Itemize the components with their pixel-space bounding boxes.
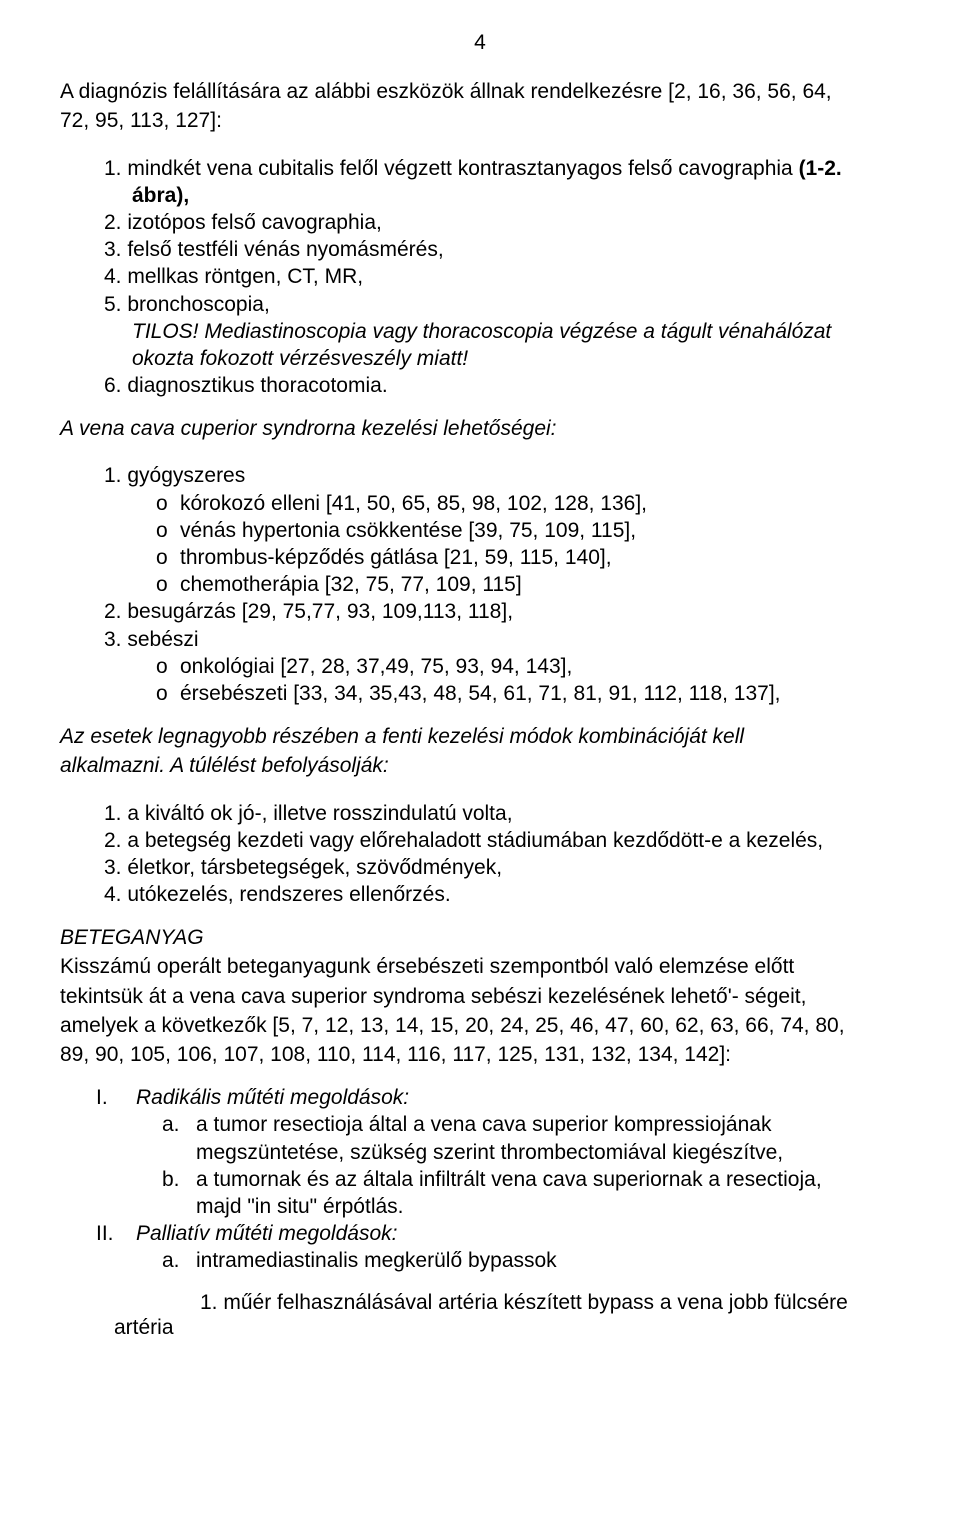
- intro-line1: A diagnózis felállítására az alábbi eszk…: [60, 79, 900, 104]
- roman-1a-cont: megszüntetése, szükség szerint thrombect…: [162, 1140, 900, 1165]
- roman-2a: a.intramediastinalis megkerülő bypassok: [162, 1248, 900, 1273]
- roman-1b: b.a tumornak és az általa infiltrált ven…: [162, 1167, 900, 1192]
- diag-item-4: 4. mellkas röntgen, CT, MR,: [104, 264, 900, 289]
- diag-item-1: 1. mindkét vena cubitalis felől végzett …: [104, 156, 900, 181]
- combo-line2: alkalmazni. A túlélést befolyásolják:: [60, 753, 900, 778]
- surv-3: 3. életkor, társbetegségek, szövődmények…: [104, 855, 900, 880]
- treat-2: 2. besugárzás [29, 75,77, 93, 109,113, 1…: [104, 599, 900, 624]
- beteg-heading: BETEGANYAG: [60, 925, 900, 950]
- survival-list: 1. a kiváltó ok jó-, illetve rosszindula…: [60, 801, 900, 908]
- last-line1: 1. műér felhasználásával artéria készíte…: [60, 1290, 900, 1315]
- roman-1b-cont: majd "in situ" érpótlás.: [162, 1194, 900, 1219]
- diag-item-2: 2. izotópos felső cavographia,: [104, 210, 900, 235]
- diag-item-3: 3. felső testféli vénás nyomásmérés,: [104, 237, 900, 262]
- diagnosis-list: 1. mindkét vena cubitalis felől végzett …: [60, 156, 900, 399]
- surv-1: 1. a kiváltó ok jó-, illetve rosszindula…: [104, 801, 900, 826]
- beteg-p1: Kisszámú operált beteganyagunk érsebésze…: [60, 954, 900, 979]
- surv-4: 4. utókezelés, rendszeres ellenőrzés.: [104, 882, 900, 907]
- treatment-heading: A vena cava cuperior syndrorna kezelési …: [60, 416, 900, 441]
- combo-line1: Az esetek legnagyobb részében a fenti ke…: [60, 724, 900, 749]
- treat-3a: oonkológiai [27, 28, 37,49, 75, 93, 94, …: [156, 654, 900, 679]
- beteg-p2: tekintsük át a vena cava superior syndro…: [60, 984, 900, 1009]
- diag-item-5-warn1: TILOS! Mediastinoscopia vagy thoracoscop…: [104, 319, 900, 344]
- intro-line2: 72, 95, 113, 127]:: [60, 108, 900, 133]
- treatment-list: 1. gyógyszeres okórokozó elleni [41, 50,…: [60, 463, 900, 706]
- roman-1a: a.a tumor resectioja által a vena cava s…: [162, 1112, 900, 1137]
- roman-list: I.Radikális műtéti megoldások: a.a tumor…: [60, 1085, 900, 1273]
- diag-item-5-warn2: okozta fokozott vérzésveszély miatt!: [104, 346, 900, 371]
- diag-item-1-cont: ábra),: [132, 184, 189, 207]
- treat-1b: ovénás hypertonia csökkentése [39, 75, 1…: [156, 518, 900, 543]
- diag-item-5: 5. bronchoscopia,: [104, 292, 900, 317]
- surv-2: 2. a betegség kezdeti vagy előrehaladott…: [104, 828, 900, 853]
- treat-1c: othrombus-képződés gátlása [21, 59, 115,…: [156, 545, 900, 570]
- last-block: 1. műér felhasználásával artéria készíte…: [60, 1290, 900, 1340]
- treat-1a: okórokozó elleni [41, 50, 65, 85, 98, 10…: [156, 491, 900, 516]
- diag-item-6: 6. diagnosztikus thoracotomia.: [104, 373, 900, 398]
- last-line2: artéria: [60, 1315, 900, 1340]
- roman-2: II.Palliatív műtéti megoldások:: [96, 1221, 900, 1246]
- treat-3: 3. sebészi: [104, 627, 900, 652]
- treat-3b: oérsebészeti [33, 34, 35,43, 48, 54, 61,…: [156, 681, 900, 706]
- treat-1: 1. gyógyszeres: [104, 463, 900, 488]
- treat-1d: ochemotherápia [32, 75, 77, 109, 115]: [156, 572, 900, 597]
- roman-1: I.Radikális műtéti megoldások:: [96, 1085, 900, 1110]
- page-number: 4: [60, 30, 900, 55]
- beteg-p3: amelyek a következők [5, 7, 12, 13, 14, …: [60, 1013, 900, 1038]
- beteg-p4: 89, 90, 105, 106, 107, 108, 110, 114, 11…: [60, 1042, 900, 1067]
